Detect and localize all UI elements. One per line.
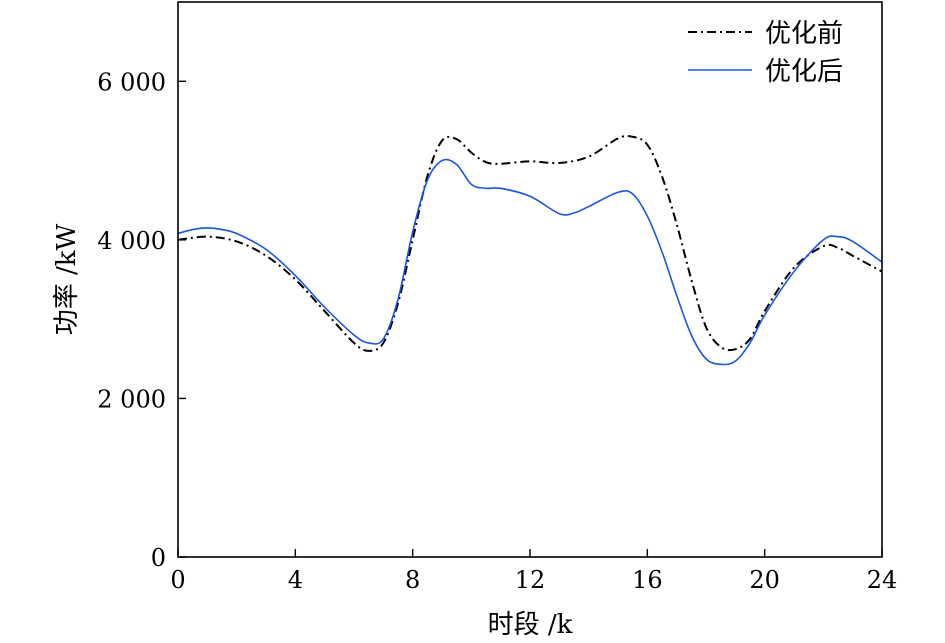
y-axis-title: 功率 /kW: [52, 223, 82, 335]
legend: 优化前 优化后: [688, 19, 843, 87]
x-tick-label: 20: [749, 566, 780, 594]
x-tick-label: 4: [288, 566, 303, 594]
x-tick-label: 8: [405, 566, 420, 594]
y-tick-label: 0: [151, 544, 166, 572]
ticks-layer: 0 4 8 12 16 20 24 0 2 000 4 000 6 000: [97, 68, 897, 594]
series-layer: [177, 134, 883, 366]
x-tick-label: 12: [515, 566, 546, 594]
legend-label-after: 优化后: [765, 57, 843, 87]
legend-label-before: 优化前: [765, 19, 843, 49]
series-line-before: [177, 134, 883, 352]
x-tick-label: 16: [632, 566, 663, 594]
x-tick-label: 0: [170, 566, 185, 594]
y-tick-label: 6 000: [97, 68, 166, 96]
series-line-after: [177, 158, 883, 366]
y-tick-label: 2 000: [97, 385, 166, 413]
y-tick-label: 4 000: [97, 227, 166, 255]
x-axis-title: 时段 /k: [488, 610, 573, 640]
x-tick-label: 24: [867, 566, 898, 594]
